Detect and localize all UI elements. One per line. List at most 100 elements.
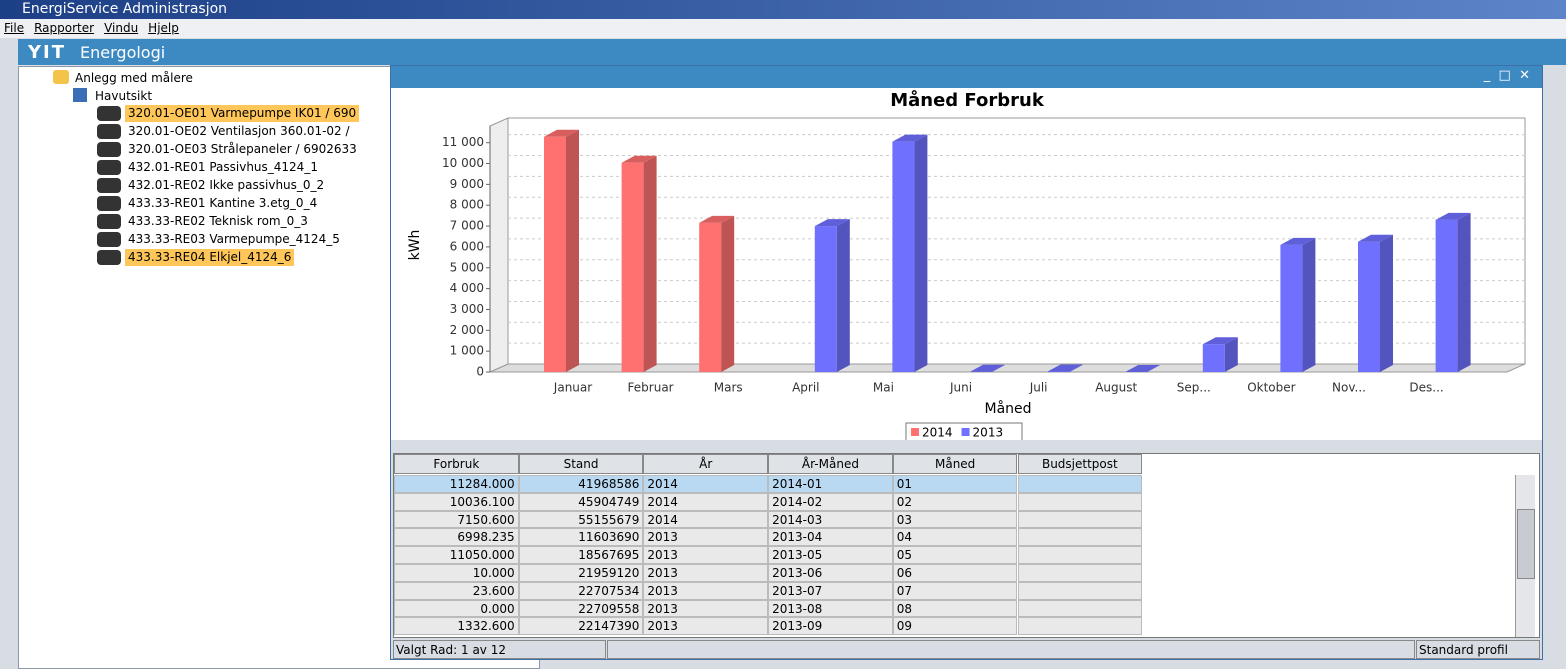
y-tick-label: 6 000 <box>450 239 484 253</box>
column-header: År <box>643 454 769 474</box>
table-cell <box>1017 581 1143 600</box>
bar-top <box>1202 337 1238 345</box>
bar-front <box>1358 241 1380 372</box>
bar-front <box>1435 219 1458 372</box>
bar <box>1047 364 1083 372</box>
table-cell <box>1017 528 1143 547</box>
table-cell: 2013 <box>643 528 769 547</box>
table-cell: 2013-05 <box>768 546 893 564</box>
table-cell: 2013 <box>643 546 769 564</box>
table-cell: 2014 <box>643 475 769 493</box>
y-tick-label: 7 000 <box>450 219 484 233</box>
x-tick-label: Mai <box>873 381 894 395</box>
bar <box>699 215 735 372</box>
table-cell <box>1017 599 1143 618</box>
bar-side <box>566 129 579 372</box>
bar-top <box>814 219 850 227</box>
x-tick-label: Des... <box>1409 381 1443 395</box>
table-cell: 2014-01 <box>768 475 893 493</box>
tree-item[interactable]: 433.33-RE03 Varmepumpe_4124_5 <box>128 232 340 246</box>
y-tick-label: 3 000 <box>450 302 484 316</box>
bar-front <box>699 222 722 372</box>
bar <box>892 134 928 372</box>
y-tick-label: 1 000 <box>450 344 484 358</box>
table-cell: 01 <box>892 475 1018 493</box>
tree-icon <box>53 70 69 84</box>
internal-frame: _ □ ✕ 0 1 000 2 000 3 000 4 000 5 000 6 000 7 0… <box>390 65 1543 660</box>
y-tick-label: 10 000 <box>442 156 484 170</box>
table-cell: 2014-02 <box>768 492 893 511</box>
column-header: Budsjettpost <box>1017 454 1143 474</box>
y-tick-label: 11 000 <box>442 135 484 149</box>
y-axis-label: kWh <box>407 230 423 261</box>
table-cell: 2013-04 <box>768 528 893 547</box>
tree-item[interactable]: 320.01-OE01 Varmepumpe IK01 / 690 <box>125 105 360 122</box>
table-cell: 1332.600 <box>394 617 519 636</box>
y-tick-label: 5 000 <box>450 260 484 274</box>
x-tick-label: Oktober <box>1247 381 1295 395</box>
x-tick-label: Sep... <box>1177 381 1211 395</box>
bar <box>1202 337 1238 372</box>
menu-item[interactable]: Vindu <box>104 21 139 35</box>
table-cell: 21959120 <box>518 564 644 582</box>
bar-top <box>699 215 735 223</box>
x-tick-label: August <box>1095 381 1137 395</box>
y-tick-label: 9 000 <box>450 177 484 191</box>
tree-item[interactable]: 433.33-RE02 Teknisk rom_0_3 <box>128 214 308 228</box>
x-tick-label: Juli <box>1029 381 1048 395</box>
scroll-thumb[interactable] <box>1517 509 1535 579</box>
table-cell: 11603690 <box>518 528 644 547</box>
meter-icon <box>97 142 121 157</box>
bar-top <box>621 155 657 163</box>
table-cell: 45904749 <box>518 492 644 511</box>
table-cell: 10.000 <box>394 564 519 582</box>
table-cell: 2014 <box>643 510 769 529</box>
meter-icon <box>97 106 121 121</box>
bar <box>1125 365 1161 372</box>
legend-label: 2013 <box>973 426 1004 440</box>
bar <box>621 155 657 372</box>
meter-icon <box>97 196 121 211</box>
table-cell: 6998.235 <box>394 528 519 547</box>
bar-side <box>914 134 928 372</box>
column-header: Stand <box>518 454 644 474</box>
table-cell: 02 <box>892 492 1018 511</box>
tree-item[interactable]: 432.01-RE01 Passivhus_4124_1 <box>128 160 318 174</box>
bar-side <box>1380 234 1393 372</box>
table-cell: 03 <box>892 510 1018 529</box>
menu-item[interactable]: File <box>4 21 25 35</box>
table-cell: 2013 <box>643 617 769 636</box>
table-cell <box>1017 617 1143 636</box>
x-tick-label: Juni <box>949 381 972 395</box>
bar-side <box>836 219 850 372</box>
tree-item[interactable]: 320.01-OE02 Ventilasjon 360.01-02 / <box>128 124 350 138</box>
table-cell: 2013 <box>643 581 769 600</box>
table-cell <box>1017 546 1143 564</box>
meter-icon <box>97 250 121 265</box>
tree-item[interactable]: 433.33-RE04 Elkjel_4124_6 <box>125 249 295 266</box>
x-tick-label: Februar <box>628 381 674 395</box>
scrollbar[interactable] <box>1515 475 1535 637</box>
table-cell: 2013-07 <box>768 581 893 600</box>
y-tick-label: 0 <box>476 365 484 379</box>
menu-item[interactable]: Rapporter <box>34 21 95 35</box>
status-selection: Valgt Rad: 1 av 12 <box>393 640 606 659</box>
bar-front <box>814 226 837 372</box>
bar-top <box>1047 364 1083 372</box>
menu-item[interactable]: Hjelp <box>148 21 179 35</box>
legend-label: 2014 <box>922 426 953 440</box>
chart-title: Måned Forbruk <box>890 89 1045 111</box>
bar <box>814 219 850 372</box>
tree-item[interactable]: 433.33-RE01 Kantine 3.etg_0_4 <box>128 196 318 210</box>
tree-item[interactable]: 320.01-OE03 Strålepaneler / 6902633 <box>128 142 357 156</box>
banner-title: Energologi <box>80 43 166 62</box>
legend-swatch <box>961 428 970 436</box>
x-axis-label: Måned <box>984 400 1031 417</box>
bar-side <box>721 215 735 372</box>
table-cell: 18567695 <box>518 546 644 564</box>
table-cell: 2013-06 <box>768 564 893 582</box>
chart: 0 1 000 2 000 3 000 4 000 5 000 6 000 7 000 8 00… <box>391 88 1542 440</box>
tree-item[interactable]: 432.01-RE02 Ikke passivhus_0_2 <box>128 178 325 192</box>
tree-icon <box>73 88 87 102</box>
